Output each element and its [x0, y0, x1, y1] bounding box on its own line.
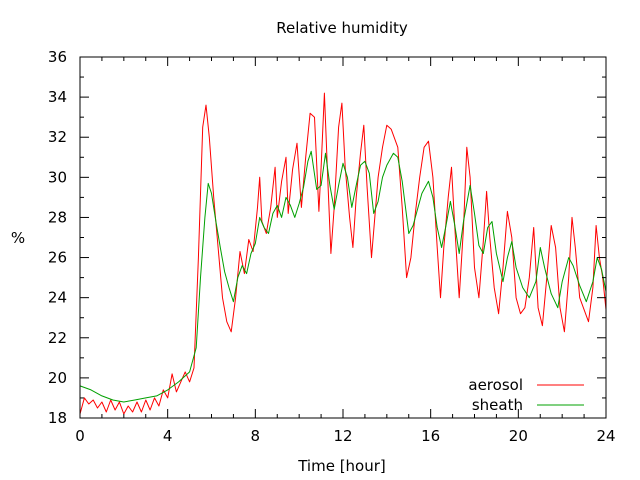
legend-label-aerosol: aerosol: [468, 376, 523, 394]
y-tick-label: 28: [48, 208, 67, 226]
x-axis-label: Time [hour]: [297, 457, 386, 475]
y-tick-label: 26: [48, 249, 67, 267]
y-axis-label: %: [11, 229, 25, 247]
y-tick-label: 34: [48, 88, 67, 106]
y-tick-label: 32: [48, 128, 67, 146]
series-line-sheath: [79, 150, 607, 403]
y-tick-label: 24: [48, 289, 67, 307]
x-tick-label: 12: [333, 427, 352, 445]
series-line-aerosol: [79, 92, 607, 415]
y-tick-label: 36: [48, 48, 67, 66]
x-tick-label: 0: [75, 427, 85, 445]
chart-title: Relative humidity: [276, 19, 408, 37]
y-tick-label: 30: [48, 168, 67, 186]
plot-frame: [79, 56, 607, 419]
x-tick-label: 4: [163, 427, 173, 445]
x-tick-label: 24: [596, 427, 615, 445]
x-tick-label: 20: [509, 427, 528, 445]
plot-area: 0 4 8 12 16 20 24 18 20 22 24 26 28 30 32 34 36: [48, 48, 616, 445]
legend-label-sheath: sheath: [472, 396, 523, 414]
ticks-layer: 0 4 8 12 16 20 24 18 20 22 24 26 28 30 32 34 36: [48, 48, 616, 445]
y-tick-label: 20: [48, 369, 67, 387]
y-tick-label: 18: [48, 409, 67, 427]
legend: aerosol sheath: [468, 376, 584, 414]
x-tick-label: 8: [251, 427, 261, 445]
x-tick-label: 16: [421, 427, 440, 445]
series-layer: [79, 92, 607, 415]
y-tick-label: 22: [48, 329, 67, 347]
